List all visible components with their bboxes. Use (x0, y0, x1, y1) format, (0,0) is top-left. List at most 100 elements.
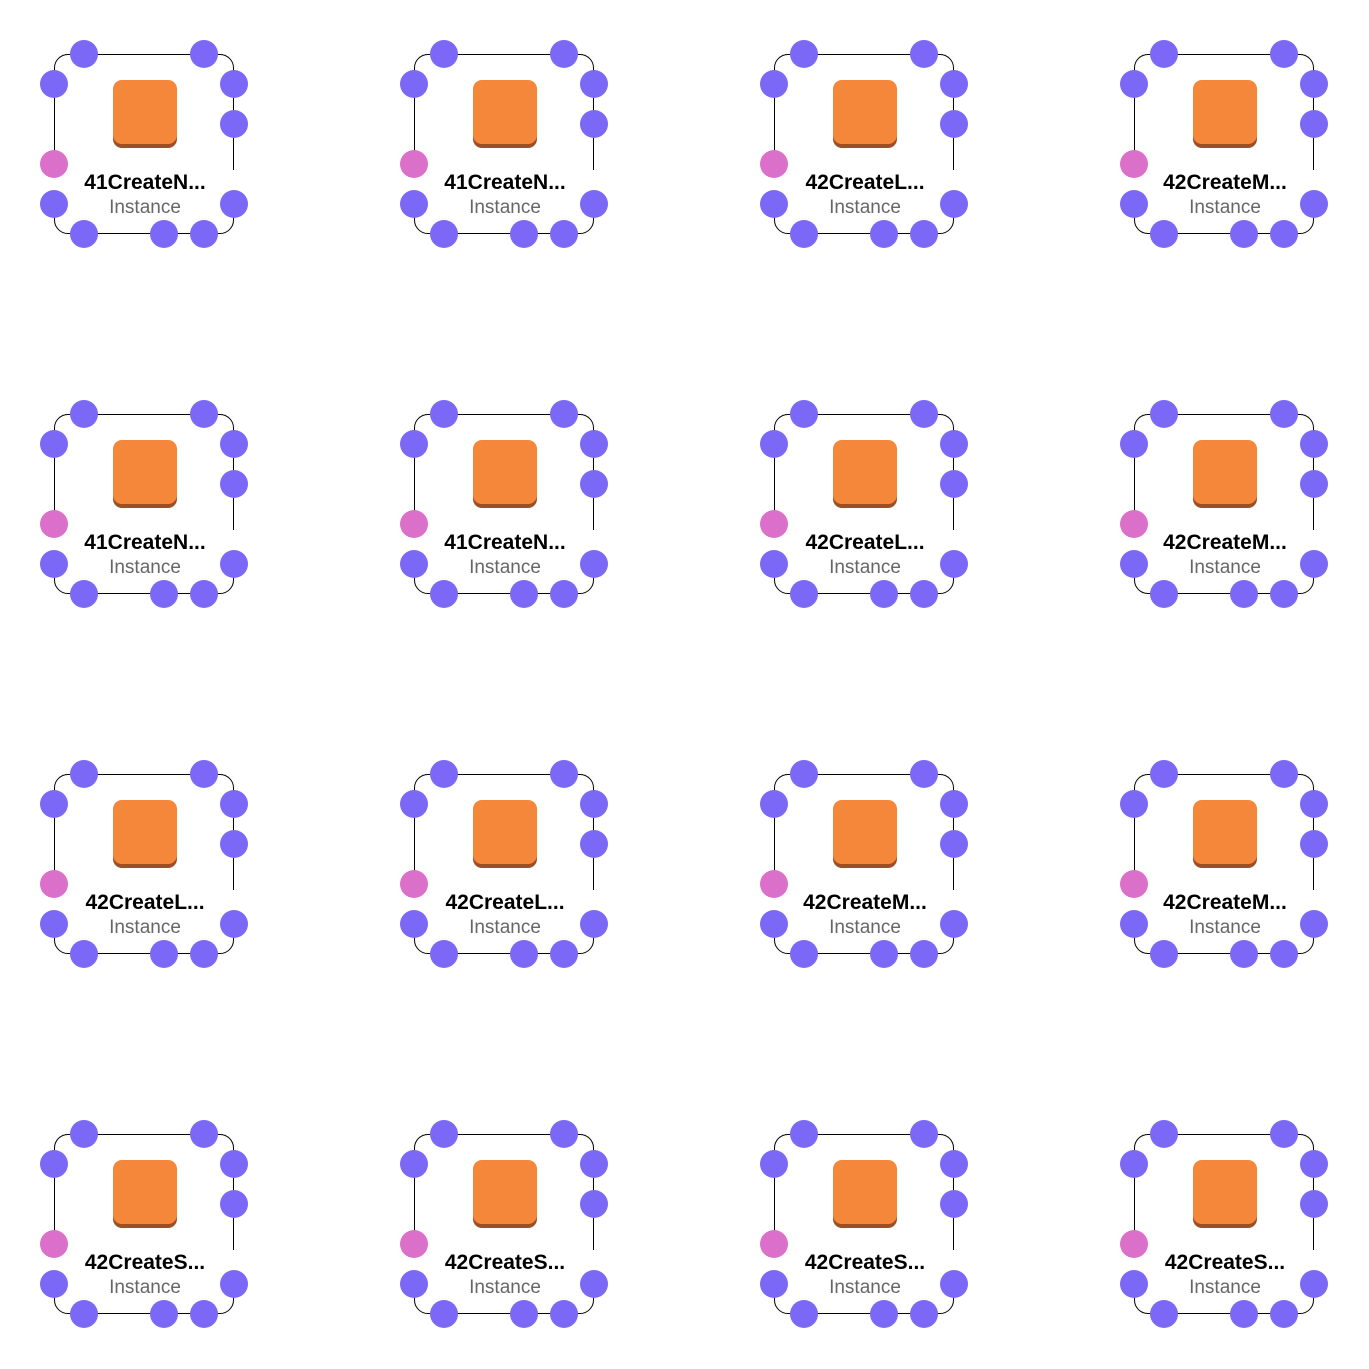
port-handle-top[interactable] (910, 760, 938, 788)
port-handle-left[interactable] (40, 910, 68, 938)
port-handle-left[interactable] (400, 70, 428, 98)
port-handle-right[interactable] (220, 1150, 248, 1178)
port-handle-left[interactable] (760, 550, 788, 578)
port-handle-top[interactable] (910, 1120, 938, 1148)
port-handle-top[interactable] (1150, 40, 1178, 68)
special-port-handle-left[interactable] (1120, 1230, 1148, 1258)
port-handle-left[interactable] (400, 550, 428, 578)
port-handle-right[interactable] (220, 1190, 248, 1218)
port-handle-bottom[interactable] (190, 580, 218, 608)
port-handle-top[interactable] (790, 760, 818, 788)
port-handle-top[interactable] (70, 40, 98, 68)
port-handle-left[interactable] (40, 70, 68, 98)
port-handle-bottom[interactable] (1230, 220, 1258, 248)
port-handle-top[interactable] (1150, 400, 1178, 428)
port-handle-left[interactable] (1120, 790, 1148, 818)
port-handle-bottom[interactable] (790, 580, 818, 608)
port-handle-bottom[interactable] (430, 1300, 458, 1328)
instance-node[interactable]: 42CreateL... Instance (760, 400, 980, 620)
instance-node[interactable]: 42CreateL... Instance (760, 40, 980, 260)
port-handle-left[interactable] (760, 910, 788, 938)
port-handle-bottom[interactable] (790, 1300, 818, 1328)
port-handle-left[interactable] (1120, 70, 1148, 98)
port-handle-right[interactable] (580, 1270, 608, 1298)
port-handle-left[interactable] (40, 430, 68, 458)
port-handle-left[interactable] (760, 190, 788, 218)
port-handle-right[interactable] (580, 910, 608, 938)
port-handle-left[interactable] (400, 790, 428, 818)
port-handle-bottom[interactable] (1150, 580, 1178, 608)
port-handle-right[interactable] (220, 550, 248, 578)
port-handle-top[interactable] (1150, 1120, 1178, 1148)
port-handle-top[interactable] (790, 400, 818, 428)
port-handle-right[interactable] (940, 1150, 968, 1178)
port-handle-bottom[interactable] (430, 940, 458, 968)
port-handle-bottom[interactable] (870, 220, 898, 248)
port-handle-right[interactable] (220, 910, 248, 938)
port-handle-bottom[interactable] (510, 940, 538, 968)
port-handle-right[interactable] (940, 70, 968, 98)
port-handle-bottom[interactable] (150, 220, 178, 248)
port-handle-top[interactable] (1270, 760, 1298, 788)
port-handle-bottom[interactable] (1270, 1300, 1298, 1328)
port-handle-top[interactable] (190, 400, 218, 428)
port-handle-right[interactable] (580, 790, 608, 818)
instance-node[interactable]: 42CreateS... Instance (40, 1120, 260, 1340)
port-handle-left[interactable] (760, 70, 788, 98)
port-handle-top[interactable] (550, 400, 578, 428)
port-handle-bottom[interactable] (550, 580, 578, 608)
port-handle-top[interactable] (70, 760, 98, 788)
port-handle-top[interactable] (190, 40, 218, 68)
port-handle-bottom[interactable] (1230, 580, 1258, 608)
port-handle-bottom[interactable] (150, 1300, 178, 1328)
port-handle-right[interactable] (580, 1190, 608, 1218)
port-handle-top[interactable] (1270, 40, 1298, 68)
port-handle-bottom[interactable] (510, 1300, 538, 1328)
port-handle-left[interactable] (1120, 550, 1148, 578)
port-handle-bottom[interactable] (550, 220, 578, 248)
instance-node[interactable]: 41CreateN... Instance (400, 40, 620, 260)
special-port-handle-left[interactable] (760, 870, 788, 898)
port-handle-bottom[interactable] (870, 580, 898, 608)
port-handle-left[interactable] (400, 1150, 428, 1178)
port-handle-right[interactable] (580, 550, 608, 578)
port-handle-bottom[interactable] (70, 940, 98, 968)
port-handle-top[interactable] (430, 1120, 458, 1148)
port-handle-top[interactable] (910, 400, 938, 428)
port-handle-left[interactable] (1120, 910, 1148, 938)
port-handle-bottom[interactable] (430, 580, 458, 608)
port-handle-right[interactable] (940, 470, 968, 498)
port-handle-right[interactable] (580, 190, 608, 218)
port-handle-bottom[interactable] (510, 580, 538, 608)
port-handle-bottom[interactable] (190, 940, 218, 968)
instance-node[interactable]: 42CreateM... Instance (1120, 40, 1340, 260)
port-handle-bottom[interactable] (1270, 940, 1298, 968)
port-handle-right[interactable] (1300, 1150, 1328, 1178)
port-handle-top[interactable] (70, 1120, 98, 1148)
special-port-handle-left[interactable] (40, 510, 68, 538)
port-handle-left[interactable] (760, 430, 788, 458)
special-port-handle-left[interactable] (400, 510, 428, 538)
port-handle-top[interactable] (430, 40, 458, 68)
port-handle-right[interactable] (1300, 1190, 1328, 1218)
port-handle-right[interactable] (1300, 110, 1328, 138)
port-handle-left[interactable] (1120, 1150, 1148, 1178)
port-handle-bottom[interactable] (870, 940, 898, 968)
port-handle-right[interactable] (220, 110, 248, 138)
port-handle-right[interactable] (580, 70, 608, 98)
special-port-handle-left[interactable] (400, 150, 428, 178)
instance-node[interactable]: 42CreateL... Instance (400, 760, 620, 980)
port-handle-bottom[interactable] (910, 220, 938, 248)
port-handle-right[interactable] (580, 830, 608, 858)
port-handle-right[interactable] (940, 550, 968, 578)
special-port-handle-left[interactable] (1120, 510, 1148, 538)
port-handle-right[interactable] (1300, 790, 1328, 818)
port-handle-top[interactable] (1270, 1120, 1298, 1148)
port-handle-bottom[interactable] (910, 1300, 938, 1328)
port-handle-right[interactable] (1300, 830, 1328, 858)
port-handle-top[interactable] (190, 760, 218, 788)
port-handle-right[interactable] (220, 470, 248, 498)
port-handle-bottom[interactable] (910, 580, 938, 608)
port-handle-left[interactable] (400, 190, 428, 218)
port-handle-bottom[interactable] (1150, 220, 1178, 248)
